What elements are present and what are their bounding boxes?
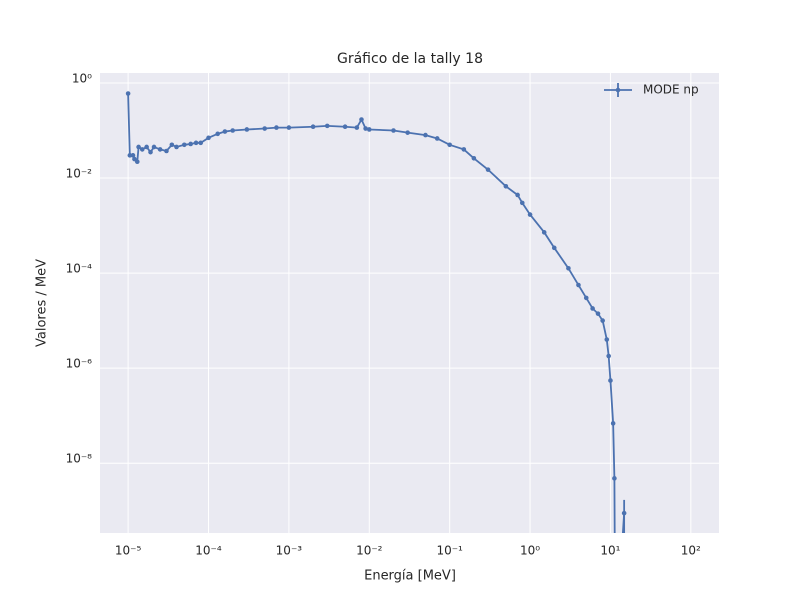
data-point [612,476,617,481]
data-point [604,337,610,342]
data-point [182,142,187,148]
y-tick-label: 10⁻⁸ [66,452,93,466]
data-point [274,125,279,130]
data-point [503,183,509,189]
data-point [551,245,557,251]
data-point [174,144,179,150]
data-point [134,159,140,165]
data-point [164,148,169,154]
data-point [198,140,204,146]
data-point [188,141,193,147]
data-point [286,125,292,130]
data-point [541,230,547,235]
data-point [606,353,611,359]
grid [100,73,719,533]
data-point [157,147,163,152]
x-tick-label: 10⁰ [520,544,540,558]
data-point [423,132,428,138]
data-point [244,127,250,132]
data-point [222,129,228,134]
legend: MODE np [604,83,699,97]
data-point [215,131,220,137]
x-tick-label: 10⁻³ [276,544,303,558]
y-tick-label: 10⁰ [72,71,92,85]
data-point [515,192,520,198]
y-tick-label: 10⁻² [66,167,93,181]
data-point [471,155,477,161]
series [125,91,627,533]
data-point [354,125,360,130]
plot-area [100,73,719,533]
data-point [608,378,613,383]
data-point [324,123,330,129]
data-point [590,306,595,311]
data-point [310,124,316,130]
data-point [127,153,133,158]
data-point [366,127,372,132]
data-point [576,282,581,288]
data-point [434,136,440,141]
data-point [461,147,467,152]
data-point [151,144,157,150]
data-point [206,135,211,141]
data-point [125,91,131,96]
x-tick-label: 10¹ [600,544,620,558]
data-point [230,128,236,133]
x-tick-label: 10⁻² [356,544,383,558]
data-point [359,117,364,122]
data-point [148,149,153,155]
x-tick-label: 10⁻¹ [436,544,463,558]
data-point [130,153,136,158]
data-point [136,144,141,150]
data-point [566,266,571,271]
data-point [595,311,601,316]
data-point [363,126,368,131]
x-tick-label: 10⁻⁴ [195,544,222,558]
data-point [610,421,616,426]
data-point [621,510,627,516]
x-axis-label: Energía [MeV] [364,569,456,584]
data-point [342,124,348,130]
data-point [169,142,175,148]
y-tick-label: 10⁻⁶ [66,357,93,371]
data-point [139,147,145,152]
data-point [391,128,396,133]
data-point [527,212,533,217]
data-point [485,167,491,172]
data-point [583,295,589,301]
y-axis-label: Valores / MeV [35,259,50,347]
data-point [600,318,605,323]
y-tick-label: 10⁻⁴ [66,262,93,276]
legend-marker [615,87,621,93]
x-tick-label: 10² [681,544,701,558]
data-point [144,144,149,150]
data-point [193,140,199,146]
data-point [262,126,267,131]
data-point [519,200,525,206]
data-point [447,142,452,148]
x-tick-label: 10⁻⁵ [115,544,142,558]
data-point [405,130,410,135]
chart-title: Gráfico de la tally 18 [337,51,483,67]
legend-label: MODE np [643,83,699,97]
